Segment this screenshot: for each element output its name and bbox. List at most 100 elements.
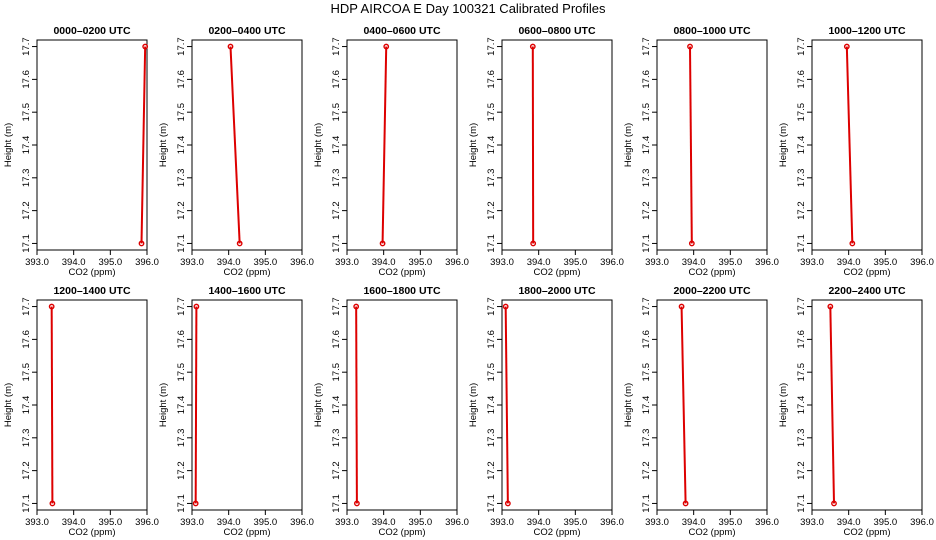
y-tick-label: 17.5 <box>641 103 652 122</box>
y-axis-label: Height (m) <box>468 123 479 167</box>
y-tick-label: 17.3 <box>331 429 342 448</box>
y-tick-label: 17.7 <box>486 37 497 56</box>
y-tick-label: 17.6 <box>331 70 342 89</box>
plot-frame <box>656 39 768 251</box>
profile-point <box>192 500 199 507</box>
y-tick-label: 17.3 <box>176 169 187 188</box>
y-axis-label: Height (m) <box>623 383 634 427</box>
profile-line <box>140 46 147 244</box>
x-tick-label: 393.0 <box>645 257 669 268</box>
y-tick-label: 17.7 <box>796 297 807 316</box>
x-tick-label: 394.0 <box>372 257 396 268</box>
y-tick-label: 17.1 <box>486 494 497 513</box>
y-tick-label: 17.4 <box>21 136 32 155</box>
panel-title: 1600–1800 UTC <box>363 285 440 297</box>
x-tick-label: 394.0 <box>837 257 861 268</box>
x-tick-label: 396.0 <box>290 257 314 268</box>
y-tick-label: 17.1 <box>176 494 187 513</box>
profile-line <box>504 306 509 504</box>
y-tick-label: 17.2 <box>176 461 187 480</box>
x-axis-label: CO2 (ppm) <box>689 267 736 278</box>
profile-point <box>529 43 536 50</box>
profile-point <box>49 500 56 507</box>
y-tick-label: 17.3 <box>21 169 32 188</box>
y-tick-label: 17.2 <box>331 461 342 480</box>
x-tick-label: 394.0 <box>527 517 551 528</box>
plot-frame <box>501 39 613 251</box>
x-tick-label: 394.0 <box>217 257 241 268</box>
y-tick-label: 17.3 <box>486 169 497 188</box>
y-tick-label: 17.4 <box>176 396 187 415</box>
y-tick-label: 17.7 <box>641 37 652 56</box>
profile-point <box>504 500 511 507</box>
x-tick-label: 395.0 <box>98 257 122 268</box>
profile-point <box>383 43 390 50</box>
y-axis-label: Height (m) <box>623 123 634 167</box>
x-tick-label: 396.0 <box>755 517 779 528</box>
y-tick-label: 17.5 <box>331 363 342 382</box>
y-tick-label: 17.6 <box>796 330 807 349</box>
panel-11: 2000–2200 UTC 393.0 394.0 395.0 396.0 CO2 (pp… <box>623 285 779 538</box>
x-tick-label: 396.0 <box>600 517 624 528</box>
plot-frame <box>346 39 458 251</box>
x-tick-label: 395.0 <box>98 517 122 528</box>
profile-point <box>142 43 149 50</box>
y-tick-label: 17.2 <box>796 201 807 220</box>
y-tick-label: 17.2 <box>486 201 497 220</box>
x-tick-label: 393.0 <box>25 517 49 528</box>
y-tick-label: 17.3 <box>486 429 497 448</box>
y-tick-label: 17.3 <box>21 429 32 448</box>
plot-frame <box>191 39 303 251</box>
y-tick-label: 17.3 <box>796 169 807 188</box>
y-tick-label: 17.1 <box>796 234 807 253</box>
y-tick-label: 17.5 <box>796 103 807 122</box>
y-tick-label: 17.4 <box>21 396 32 415</box>
y-tick-label: 17.4 <box>641 136 652 155</box>
y-tick-label: 17.6 <box>176 70 187 89</box>
x-axis-label: CO2 (ppm) <box>379 267 426 278</box>
y-tick-label: 17.4 <box>486 396 497 415</box>
x-tick-label: 395.0 <box>408 517 432 528</box>
panel-title: 1000–1200 UTC <box>828 25 905 37</box>
y-tick-label: 17.7 <box>486 297 497 316</box>
y-axis-label: Height (m) <box>468 383 479 427</box>
plot-frame <box>501 299 613 511</box>
y-tick-label: 17.1 <box>21 494 32 513</box>
x-axis-label: CO2 (ppm) <box>844 527 891 538</box>
profile-point <box>831 500 837 507</box>
panel-title: 0000–0200 UTC <box>53 25 130 37</box>
y-axis-label: Height (m) <box>3 383 14 427</box>
y-tick-label: 17.2 <box>21 201 32 220</box>
panel-9: 1600–1800 UTC 393.0 394.0 395.0 396.0 CO2 (pp… <box>313 285 469 538</box>
y-tick-label: 17.6 <box>486 330 497 349</box>
y-tick-label: 17.7 <box>21 37 32 56</box>
profile-line <box>829 306 835 504</box>
panel-6: 1000–1200 UTC 393.0 394.0 395.0 396.0 CO2 (pp… <box>778 25 934 278</box>
x-tick-label: 393.0 <box>335 517 359 528</box>
y-tick-label: 17.7 <box>176 297 187 316</box>
x-tick-label: 393.0 <box>25 257 49 268</box>
panel-title: 2200–2400 UTC <box>828 285 905 297</box>
panel-title: 1400–1600 UTC <box>208 285 285 297</box>
x-tick-label: 393.0 <box>490 517 514 528</box>
y-tick-label: 17.4 <box>486 136 497 155</box>
panel-5: 0800–1000 UTC 393.0 394.0 395.0 396.0 CO2 (pp… <box>623 25 779 278</box>
profile-point <box>48 303 55 310</box>
y-tick-label: 17.6 <box>176 330 187 349</box>
x-axis-label: CO2 (ppm) <box>69 527 116 538</box>
y-tick-label: 17.1 <box>331 234 342 253</box>
y-tick-label: 17.6 <box>486 70 497 89</box>
panel-4: 0600–0800 UTC 393.0 394.0 395.0 396.0 CO2 (pp… <box>468 25 624 278</box>
x-tick-label: 396.0 <box>135 257 159 268</box>
y-axis-label: Height (m) <box>313 123 324 167</box>
x-tick-label: 395.0 <box>718 257 742 268</box>
x-tick-label: 394.0 <box>62 257 86 268</box>
plot-frame <box>191 299 303 511</box>
x-tick-label: 394.0 <box>62 517 86 528</box>
y-tick-label: 17.1 <box>331 494 342 513</box>
x-tick-label: 396.0 <box>910 257 934 268</box>
panel-12: 2200–2400 UTC 393.0 394.0 395.0 396.0 CO2 (pp… <box>778 285 934 538</box>
x-axis-label: CO2 (ppm) <box>224 527 271 538</box>
y-tick-label: 17.7 <box>176 37 187 56</box>
panel-title: 1200–1400 UTC <box>53 285 130 297</box>
